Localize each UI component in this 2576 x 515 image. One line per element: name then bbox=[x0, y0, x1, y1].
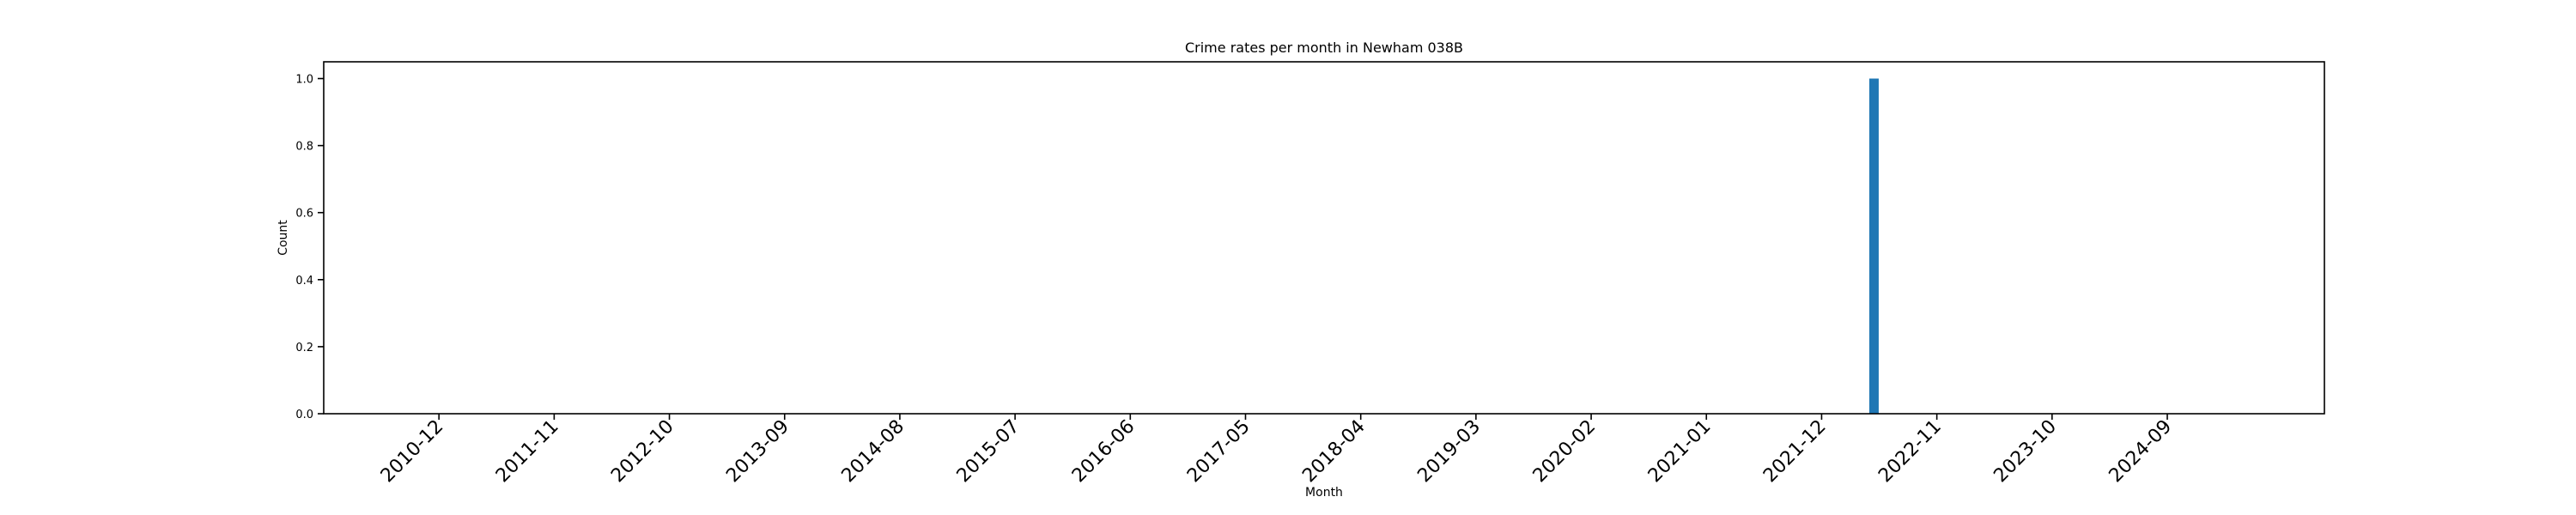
x-tick-label: 2021-01 bbox=[1644, 416, 1716, 488]
x-tick-label: 2010-12 bbox=[377, 416, 448, 488]
x-tick-label: 2013-09 bbox=[722, 416, 793, 488]
x-tick-label: 2020-02 bbox=[1529, 416, 1601, 488]
chart-title: Crime rates per month in Newham 038B bbox=[1185, 39, 1463, 56]
y-tick-label: 0.2 bbox=[295, 342, 313, 354]
y-tick-label: 0.8 bbox=[295, 141, 313, 154]
y-tick-label: 0.6 bbox=[295, 208, 313, 221]
x-tick-label: 2016-06 bbox=[1068, 416, 1139, 488]
bars bbox=[1868, 78, 1879, 415]
x-tick-label: 2014-08 bbox=[838, 416, 909, 488]
x-tick-label: 2015-07 bbox=[953, 416, 1024, 488]
x-tick-label: 2021-12 bbox=[1759, 416, 1831, 488]
plot-frame bbox=[323, 61, 2325, 415]
plot-area bbox=[323, 61, 2325, 415]
y-axis: 0.0 0.2 0.4 0.6 0.8 1.0 bbox=[295, 74, 324, 421]
x-tick-label: 2019-03 bbox=[1413, 416, 1485, 488]
x-tick-label: 2012-10 bbox=[607, 416, 678, 488]
x-tick-label: 2022-11 bbox=[1874, 416, 1946, 488]
x-axis: 2010-12 2011-11 2012-10 2013-09 2014-08 2015-… bbox=[377, 414, 2177, 488]
x-tick-label: 2018-04 bbox=[1298, 416, 1370, 488]
x-axis-label: Month bbox=[1305, 486, 1343, 500]
y-axis-label: Count bbox=[276, 220, 290, 256]
y-tick-label: 1.0 bbox=[295, 74, 313, 87]
x-tick-label: 2017-05 bbox=[1183, 416, 1255, 488]
x-tick-label: 2023-10 bbox=[1990, 416, 2061, 488]
x-tick-label: 2024-09 bbox=[2105, 416, 2177, 488]
y-tick-label: 0.4 bbox=[295, 275, 313, 288]
bar bbox=[1868, 78, 1879, 415]
x-tick-label: 2011-11 bbox=[492, 416, 563, 488]
y-tick-label: 0.0 bbox=[295, 409, 313, 421]
